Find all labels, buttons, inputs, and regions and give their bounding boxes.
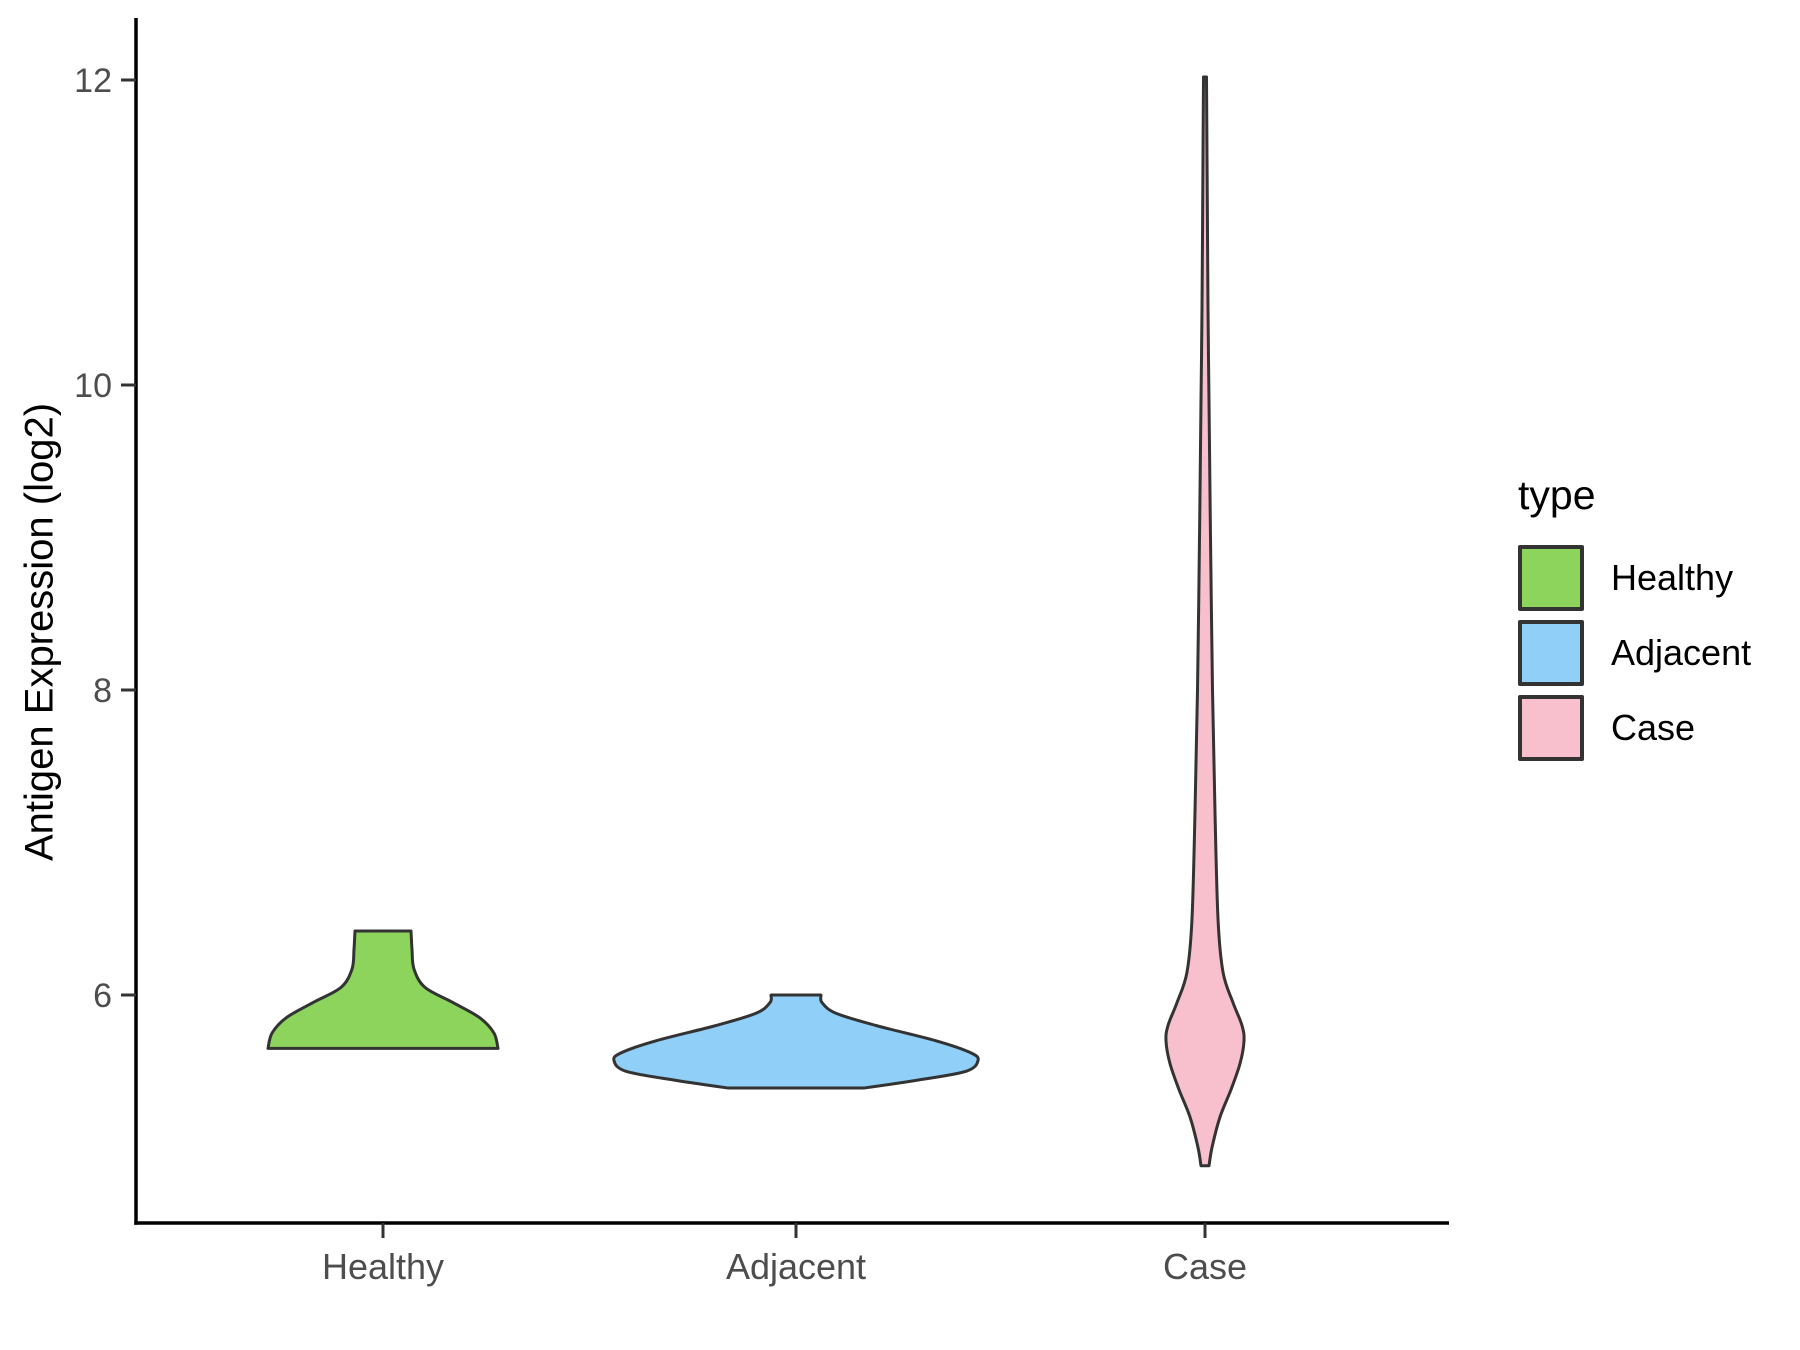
violins-group [266, 75, 1246, 1168]
axes-group: 6 8 10 12 Healthy Adjacent Case [74, 18, 1449, 1287]
y-tick-label: 8 [93, 672, 112, 710]
legend-key-swatch [1518, 695, 1584, 762]
x-tick-label: Adjacent [726, 1246, 866, 1287]
legend: type Healthy Adjacent Case [1518, 472, 1751, 770]
y-axis-title: Antigen Expression (log2) [17, 402, 62, 862]
y-tick-label: 12 [74, 62, 112, 100]
legend-entry-healthy: Healthy [1518, 545, 1751, 612]
legend-entries: Healthy Adjacent Case [1518, 545, 1752, 762]
legend-key-swatch [1518, 620, 1584, 687]
legend-title: type [1518, 472, 1596, 518]
violin-healthy [266, 929, 500, 1050]
violin-case [1164, 75, 1246, 1168]
y-tick-label: 6 [93, 977, 112, 1015]
legend-entry-label: Adjacent [1611, 632, 1752, 674]
legend-entry-label: Case [1611, 707, 1696, 749]
x-tick-label: Case [1163, 1246, 1247, 1287]
legend-entry-label: Healthy [1611, 557, 1734, 599]
x-tick-label: Healthy [322, 1246, 444, 1287]
violin-adjacent [612, 993, 980, 1090]
legend-entry-adjacent: Adjacent [1518, 620, 1752, 687]
legend-entry-case: Case [1518, 695, 1751, 762]
legend-key-swatch [1518, 545, 1584, 612]
y-tick-label: 10 [74, 367, 112, 405]
